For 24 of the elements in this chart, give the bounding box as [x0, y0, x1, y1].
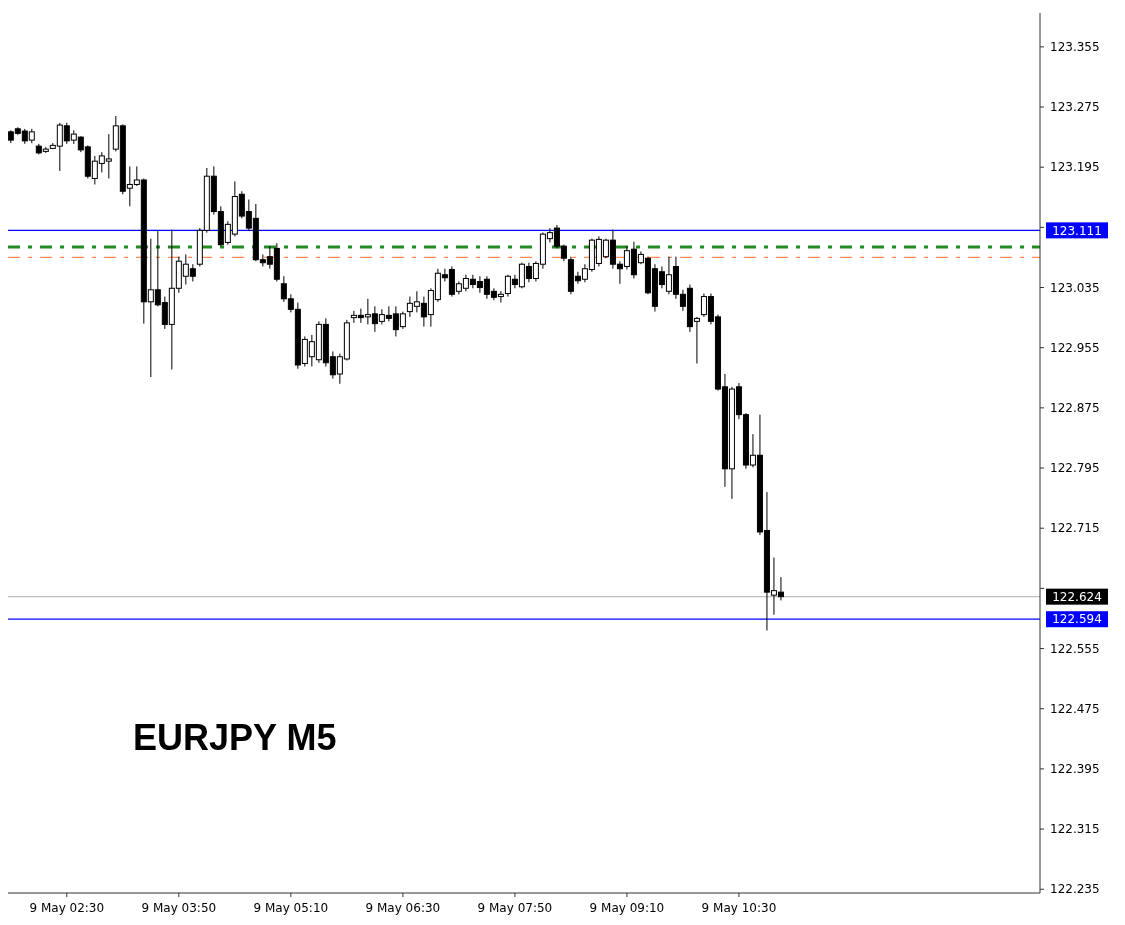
x-tick-label: 9 May 02:30: [29, 901, 105, 915]
x-tick-label: 9 May 10:30: [701, 901, 777, 915]
y-tick-label: 122.315: [1050, 822, 1100, 837]
x-tick-label: 9 May 05:10: [253, 901, 329, 915]
x-tick-label: 9 May 07:50: [477, 901, 553, 915]
y-tick-label: 122.235: [1050, 882, 1100, 897]
x-tick-label: 9 May 06:30: [365, 901, 441, 915]
x-tick-label: 9 May 09:10: [589, 901, 665, 915]
y-tick-label: 123.195: [1050, 160, 1100, 175]
y-tick-label: 122.715: [1050, 521, 1100, 536]
x-tick-label: 9 May 03:50: [141, 901, 217, 915]
y-tick-label: 123.355: [1050, 40, 1100, 55]
ref-line-label: 122.624: [1052, 589, 1102, 604]
y-tick-label: 122.475: [1050, 701, 1100, 716]
y-tick-label: 122.875: [1050, 401, 1100, 416]
y-tick-label: 122.795: [1050, 461, 1100, 476]
y-tick-label: 122.955: [1050, 340, 1100, 355]
text: EURJPY M5: [133, 717, 337, 758]
y-tick-label: 122.555: [1050, 641, 1100, 656]
ref-line-label: 123.111: [1052, 223, 1102, 238]
y-tick-label: 123.275: [1050, 100, 1100, 115]
ref-line-label: 122.594: [1052, 612, 1102, 627]
y-tick-label: 122.395: [1050, 762, 1100, 777]
y-tick-label: 123.035: [1050, 280, 1100, 295]
